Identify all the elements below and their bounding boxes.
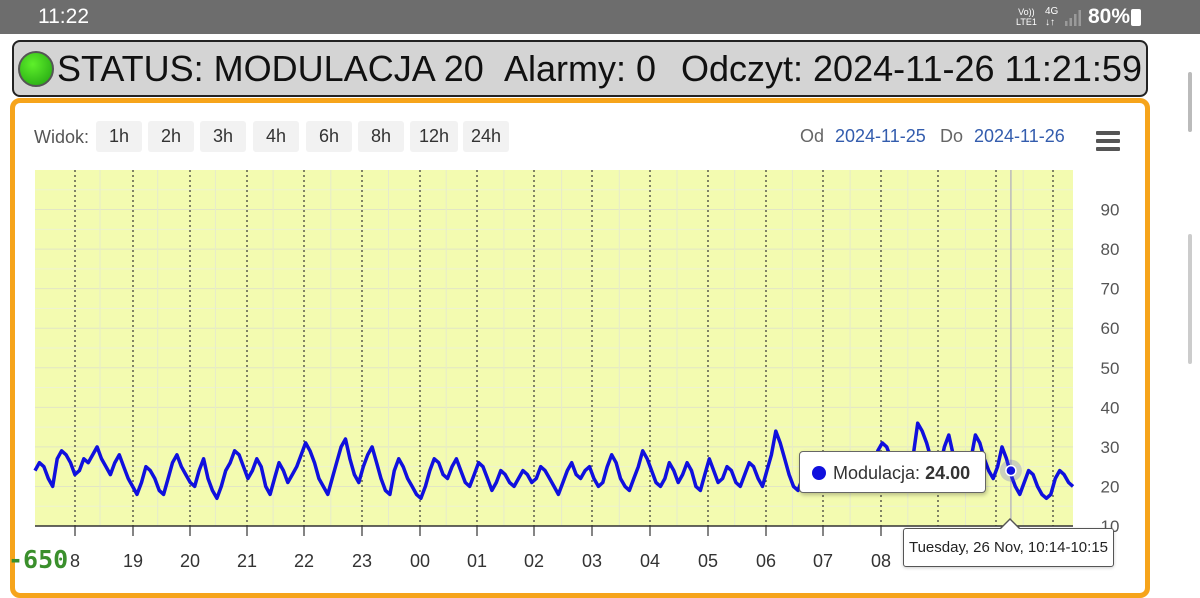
x-tooltip-arrow-inner (1000, 520, 1020, 530)
x-tick-label: 01 (467, 551, 487, 571)
x-axis-tooltip: Tuesday, 26 Nov, 10:14-10:15 (903, 528, 1114, 567)
scrollbar-thumb-secondary[interactable] (1188, 234, 1192, 364)
signal-icon (1065, 10, 1081, 26)
lte-label: LTE1 (1016, 17, 1037, 27)
overlay-value: -650 (8, 545, 69, 574)
range-button-4h[interactable]: 4h (253, 121, 299, 152)
y-tick-label: 50 (1101, 359, 1120, 378)
series-marker-icon (812, 466, 826, 480)
point-tooltip: Modulacja: 24.00 (799, 451, 986, 493)
x-tick-label: 03 (582, 551, 602, 571)
view-label: Widok: (34, 127, 90, 147)
y-tick-label: 60 (1101, 319, 1120, 338)
range-button-12h[interactable]: 12h (410, 121, 458, 152)
volte-indicator: Vo)) LTE1 (1016, 7, 1037, 27)
x-tick-label: 05 (698, 551, 718, 571)
y-tick-label: 80 (1101, 240, 1120, 259)
x-tick-label: 07 (813, 551, 833, 571)
tooltip-value: 24.00 (925, 463, 971, 483)
range-button-3h[interactable]: 3h (200, 121, 246, 152)
y-tick-label: 70 (1101, 280, 1120, 299)
x-tick-label: 21 (237, 551, 257, 571)
from-date-input[interactable]: 2024-11-25 (835, 126, 926, 146)
hover-point (1005, 464, 1017, 477)
x-tick-label: 00 (410, 551, 430, 571)
y-tick-label: 30 (1101, 438, 1120, 457)
chart-menu-button[interactable] (1096, 131, 1120, 151)
x-tick-label: 22 (294, 551, 314, 571)
clock: 11:22 (38, 5, 89, 28)
menu-icon (1096, 131, 1120, 135)
range-button-8h[interactable]: 8h (358, 121, 404, 152)
data-indicator: 4G ↓↑ (1045, 6, 1058, 28)
y-tick-label: 90 (1101, 201, 1120, 220)
tooltip-text: Modulacja: 24.00 (833, 463, 971, 483)
y-tick-label: 20 (1101, 477, 1120, 496)
alarms-count: Alarmy: 0 (504, 48, 657, 89)
tooltip-series: Modulacja (833, 463, 916, 483)
range-button-24h[interactable]: 24h (463, 121, 509, 152)
battery-icon (1131, 9, 1141, 26)
status-led-icon (18, 51, 54, 87)
from-label: Od (800, 126, 825, 146)
reading-timestamp: Odczyt: 2024-11-26 11:21:59 (681, 48, 1142, 89)
to-date-input[interactable]: 2024-11-26 (974, 126, 1065, 146)
status-text: STATUS: MODULACJA 20 (57, 48, 484, 89)
x-tick-label: 08 (871, 551, 891, 571)
range-button-2h[interactable]: 2h (148, 121, 194, 152)
status-header: STATUS: MODULACJA 20 Alarmy: 0 Odczyt: 2… (12, 40, 1148, 97)
x-tick-label: 06 (756, 551, 776, 571)
battery-percent: 80% (1088, 5, 1131, 28)
menu-icon-bar (1096, 139, 1120, 143)
volte-label: Vo)) (1018, 7, 1035, 17)
x-tick-label: 02 (524, 551, 544, 571)
x-tick-label: 19 (123, 551, 143, 571)
data-arrows-icon: ↓↑ (1045, 17, 1055, 28)
to-label: Do (940, 126, 964, 146)
page-scrollbar[interactable] (1178, 34, 1200, 583)
menu-icon-bar (1096, 147, 1120, 151)
range-button-6h[interactable]: 6h (306, 121, 352, 152)
x-tick-label: 20 (180, 551, 200, 571)
status-bar: 11:22 Vo)) LTE1 4G ↓↑ 80% (0, 0, 1200, 34)
scrollbar-thumb[interactable] (1188, 72, 1192, 132)
x-tick-label: 23 (352, 551, 372, 571)
range-button-1h[interactable]: 1h (96, 121, 142, 152)
y-tick-label: 40 (1101, 398, 1120, 417)
network-type-label: 4G (1045, 6, 1059, 17)
x-tick-label: 8 (70, 551, 80, 571)
x-tick-label: 04 (640, 551, 660, 571)
